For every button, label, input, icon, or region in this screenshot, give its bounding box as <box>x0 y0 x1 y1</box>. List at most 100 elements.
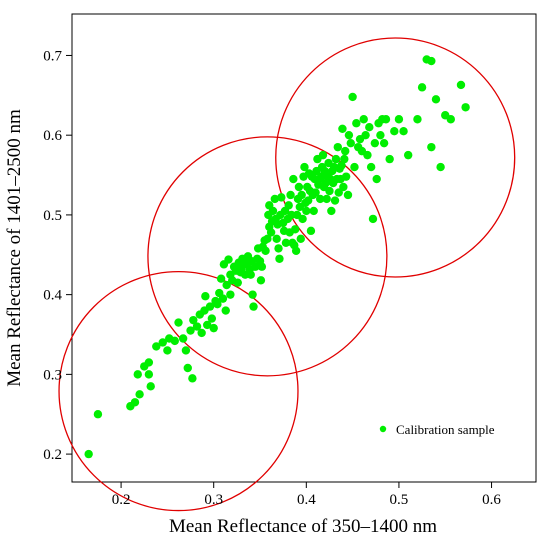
data-point <box>302 206 311 216</box>
data-point <box>170 336 180 346</box>
data-point <box>456 80 466 90</box>
data-point <box>268 206 278 216</box>
data-point <box>346 138 355 148</box>
data-point <box>330 196 340 205</box>
data-point <box>431 95 441 104</box>
data-point <box>399 126 408 136</box>
data-point <box>343 190 353 200</box>
data-point <box>350 162 359 172</box>
x-tick-label: 0.5 <box>390 492 409 508</box>
data-point <box>133 370 142 379</box>
x-axis-ticks: 0.2 0.3 0.4 0.5 0.6 <box>112 482 501 508</box>
y-tick-label: 0.2 <box>43 447 62 463</box>
data-point <box>368 214 378 224</box>
data-point <box>325 186 334 196</box>
data-point <box>251 262 260 271</box>
data-point <box>233 278 242 287</box>
data-point <box>192 322 202 331</box>
data-point <box>311 188 320 197</box>
data-point <box>257 262 267 271</box>
data-point <box>359 115 368 124</box>
data-point <box>246 270 255 279</box>
data-point <box>163 346 172 355</box>
data-point <box>224 255 233 264</box>
x-tick-label: 0.3 <box>204 492 223 508</box>
data-point <box>339 182 348 192</box>
x-tick-label: 0.6 <box>482 492 501 508</box>
data-point <box>249 302 258 311</box>
data-point <box>338 124 347 134</box>
data-point <box>277 193 286 202</box>
data-point <box>281 238 291 248</box>
data-point <box>183 363 192 373</box>
plot-frame <box>71 13 537 483</box>
data-point <box>436 162 445 172</box>
data-point <box>181 346 191 355</box>
data-point <box>222 280 231 290</box>
data-point <box>84 449 93 459</box>
y-tick-label: 0.7 <box>43 48 62 64</box>
data-point <box>306 226 316 236</box>
data-point <box>197 328 206 338</box>
data-point <box>322 194 331 204</box>
data-point <box>296 234 305 244</box>
data-point <box>361 130 370 140</box>
data-point <box>390 126 399 136</box>
data-point <box>297 190 306 200</box>
data-point <box>344 130 354 140</box>
y-tick-label: 0.3 <box>43 367 62 383</box>
data-point <box>289 174 298 184</box>
data-point <box>446 115 455 124</box>
x-tick-label: 0.4 <box>297 492 316 508</box>
data-point <box>300 162 309 172</box>
data-point <box>316 194 325 204</box>
data-point <box>248 290 257 299</box>
region-circle-2 <box>147 136 388 377</box>
data-point <box>366 162 376 172</box>
data-point <box>352 119 361 128</box>
data-point <box>178 334 188 343</box>
data-point <box>284 201 293 210</box>
data-point <box>221 306 230 315</box>
data-point <box>413 115 422 124</box>
data-point <box>189 315 198 325</box>
data-point <box>218 294 228 303</box>
data-point <box>303 196 313 205</box>
data-point <box>216 274 226 283</box>
data-point <box>427 56 436 66</box>
data-point <box>93 410 103 419</box>
data-point <box>188 374 197 383</box>
point-group <box>84 55 470 459</box>
y-tick-label: 0.4 <box>43 288 62 304</box>
data-point <box>275 254 284 263</box>
data-point <box>135 390 144 399</box>
data-point <box>144 370 154 379</box>
data-point <box>291 246 301 255</box>
data-point <box>394 115 404 124</box>
data-point <box>144 358 154 367</box>
data-point <box>365 123 374 132</box>
data-point <box>363 150 372 160</box>
y-axis-ticks: 0.2 0.3 0.4 0.5 0.6 0.7 <box>43 48 72 463</box>
x-axis-label: Mean Reflectance of 350–1400 nm <box>169 516 437 537</box>
x-tick-label: 0.2 <box>112 492 131 508</box>
data-point <box>213 300 222 309</box>
data-point <box>337 161 346 170</box>
legend-marker <box>379 425 387 433</box>
data-point <box>370 138 380 148</box>
data-point <box>309 206 318 216</box>
data-point <box>294 182 304 192</box>
data-point <box>152 342 161 351</box>
circle-group <box>58 37 516 512</box>
y-axis-label: Mean Reflectance of 1401–2500 nm <box>4 109 25 387</box>
data-point <box>291 225 300 234</box>
data-point <box>341 172 351 181</box>
data-point <box>209 323 218 333</box>
data-point <box>186 326 195 335</box>
data-point <box>333 142 343 152</box>
data-point <box>341 146 350 156</box>
data-point <box>340 154 349 164</box>
data-point <box>318 150 328 160</box>
data-point <box>331 154 341 164</box>
